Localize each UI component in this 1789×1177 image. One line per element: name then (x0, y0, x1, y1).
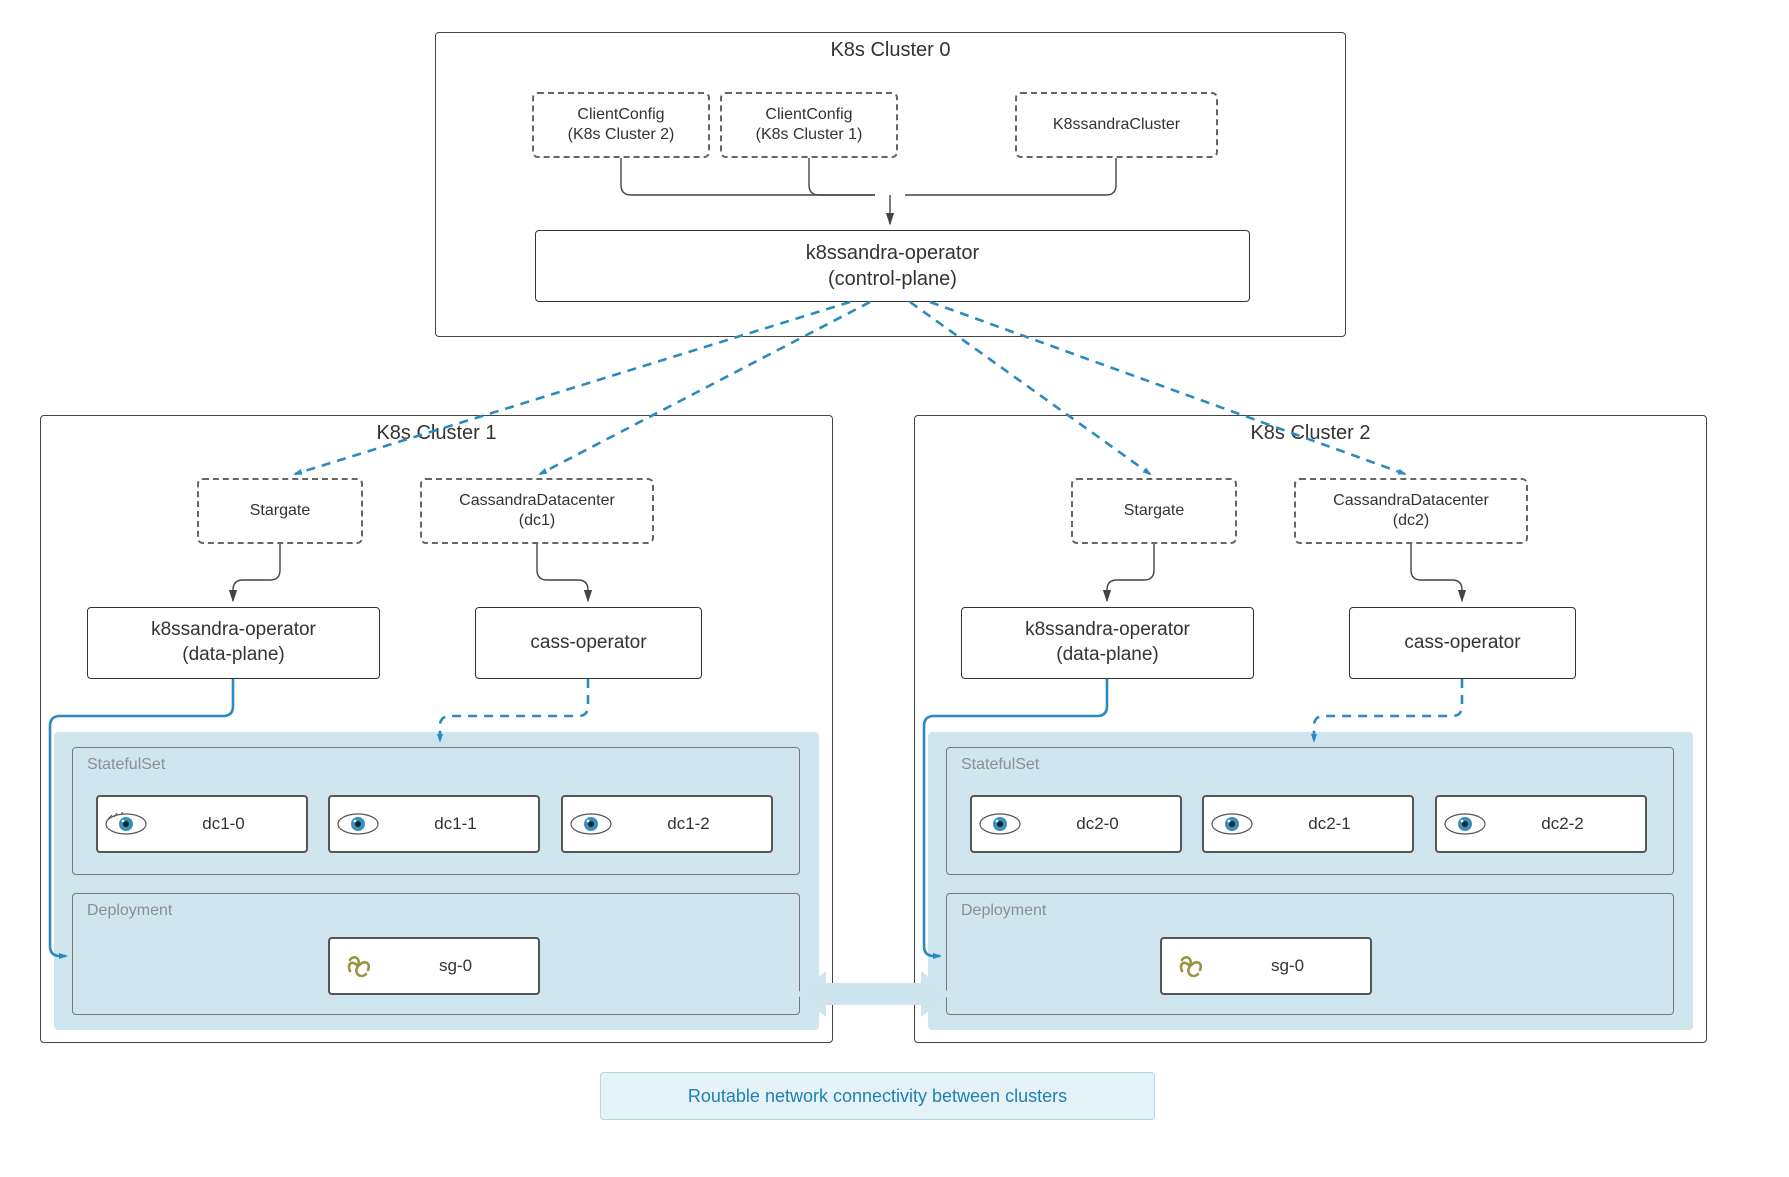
c1-pod-2: dc1-2 (561, 795, 773, 853)
cluster-2-title: K8s Cluster 2 (915, 422, 1706, 445)
c2-pod-1: dc2-1 (1202, 795, 1414, 853)
c1-sg-pod: sg-0 (328, 937, 540, 995)
c1-data-plane-operator-box: k8ssandra-operator (data-plane) (87, 607, 380, 679)
eye-icon (563, 812, 618, 836)
c1-stargate-box: Stargate (197, 478, 363, 544)
footer-note: Routable network connectivity between cl… (600, 1072, 1155, 1120)
eye-icon (330, 812, 385, 836)
c1-pod-1-label: dc1-1 (385, 814, 538, 834)
eye-icon (1437, 812, 1492, 836)
cluster-1-title: K8s Cluster 1 (41, 422, 832, 445)
c1-sg-label: sg-0 (385, 956, 538, 976)
cluster-0-title: K8s Cluster 0 (436, 39, 1345, 62)
c2-pod-0-label: dc2-0 (1027, 814, 1180, 834)
swirl-icon (330, 949, 385, 983)
swirl-icon (1162, 949, 1217, 983)
c1-cass-operator-box: cass-operator (475, 607, 702, 679)
eye-icon (972, 812, 1027, 836)
c2-pod-2: dc2-2 (1435, 795, 1647, 853)
c2-deployment-label: Deployment (961, 902, 1046, 920)
c1-statefulset-label: StatefulSet (87, 756, 165, 774)
c2-sg-label: sg-0 (1217, 956, 1370, 976)
c1-deployment-label: Deployment (87, 902, 172, 920)
c2-pod-1-label: dc2-1 (1259, 814, 1412, 834)
c1-cassandradc-box: CassandraDatacenter (dc1) (420, 478, 654, 544)
c2-pod-2-label: dc2-2 (1492, 814, 1645, 834)
clientconfig-c1-box: ClientConfig (K8s Cluster 1) (720, 92, 898, 158)
c2-sg-pod: sg-0 (1160, 937, 1372, 995)
clientconfig-c2-box: ClientConfig (K8s Cluster 2) (532, 92, 710, 158)
c1-pod-0-label: dc1-0 (153, 814, 306, 834)
eye-icon (1204, 812, 1259, 836)
c1-pod-1: dc1-1 (328, 795, 540, 853)
c2-cassandradc-box: CassandraDatacenter (dc2) (1294, 478, 1528, 544)
k8ssandracluster-box: K8ssandraCluster (1015, 92, 1218, 158)
c2-stargate-box: Stargate (1071, 478, 1237, 544)
inter-cluster-arrow-icon (796, 971, 951, 1022)
c2-cass-operator-box: cass-operator (1349, 607, 1576, 679)
c2-data-plane-operator-box: k8ssandra-operator (data-plane) (961, 607, 1254, 679)
c1-pod-2-label: dc1-2 (618, 814, 771, 834)
diagram-root: K8s Cluster 0 ClientConfig (K8s Cluster … (0, 0, 1789, 1177)
c1-pod-0: dc1-0 (96, 795, 308, 853)
control-plane-operator-box: k8ssandra-operator (control-plane) (535, 230, 1250, 302)
eye-icon (98, 812, 153, 836)
c2-pod-0: dc2-0 (970, 795, 1182, 853)
c2-statefulset-label: StatefulSet (961, 756, 1039, 774)
